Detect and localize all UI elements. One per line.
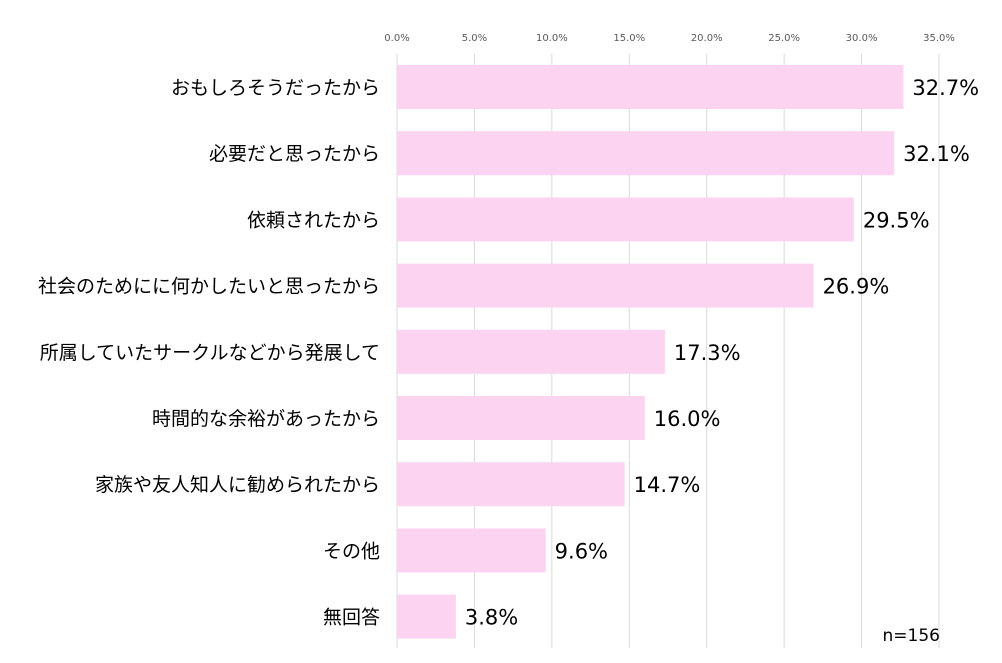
- bar: [397, 528, 546, 573]
- category-label: 依頼されたから: [247, 209, 380, 231]
- x-tick-label: 35.0%: [923, 33, 955, 44]
- x-tick-label: 30.0%: [846, 33, 878, 44]
- category-label: 社会のためにに何かしたいと思ったから: [38, 276, 380, 298]
- data-label: 29.5%: [863, 208, 930, 232]
- category-label: 無回答: [323, 607, 380, 629]
- x-tick-label: 5.0%: [462, 33, 487, 44]
- bar: [397, 197, 854, 242]
- x-axis-ticks: 0.0% 5.0% 10.0% 15.0% 20.0% 25.0% 30.0% 35.0%: [384, 33, 955, 44]
- category-label: おもしろそうだったから: [171, 77, 380, 99]
- value-labels: 32.7% 32.1% 29.5% 26.9% 17.3% 16.0% 14.7% 9.6% 3…: [465, 76, 979, 630]
- category-label: 必要だと思ったから: [209, 143, 380, 165]
- x-tick-label: 25.0%: [768, 33, 800, 44]
- bar: [397, 462, 625, 507]
- data-label: 14.7%: [634, 473, 701, 497]
- data-label: 32.1%: [903, 142, 970, 166]
- data-label: 3.8%: [465, 606, 518, 630]
- bar: [397, 594, 456, 639]
- data-label: 26.9%: [823, 275, 890, 299]
- bar: [397, 329, 665, 374]
- category-labels: おもしろそうだったから必要だと思ったから依頼されたから社会のためにに何かしたいと…: [38, 77, 380, 629]
- category-label: その他: [323, 540, 380, 562]
- data-label: 17.3%: [674, 341, 741, 365]
- bar: [397, 65, 904, 109]
- data-label: 32.7%: [912, 76, 979, 100]
- x-tick-label: 15.0%: [613, 33, 645, 44]
- data-label: 16.0%: [654, 407, 721, 431]
- x-tick-label: 0.0%: [384, 33, 409, 44]
- category-label: 家族や友人知人に勧められたから: [95, 474, 380, 496]
- category-label: 所属していたサークルなどから発展して: [40, 342, 380, 364]
- bar: [397, 396, 645, 440]
- bars: [397, 65, 904, 639]
- bar: [397, 131, 895, 176]
- bar: [397, 263, 814, 308]
- data-label: 9.6%: [555, 539, 608, 563]
- category-label: 時間的な余裕があったから: [152, 408, 380, 430]
- x-tick-label: 20.0%: [691, 33, 723, 44]
- x-tick-label: 10.0%: [536, 33, 568, 44]
- sample-size-annotation: n=156: [883, 626, 940, 646]
